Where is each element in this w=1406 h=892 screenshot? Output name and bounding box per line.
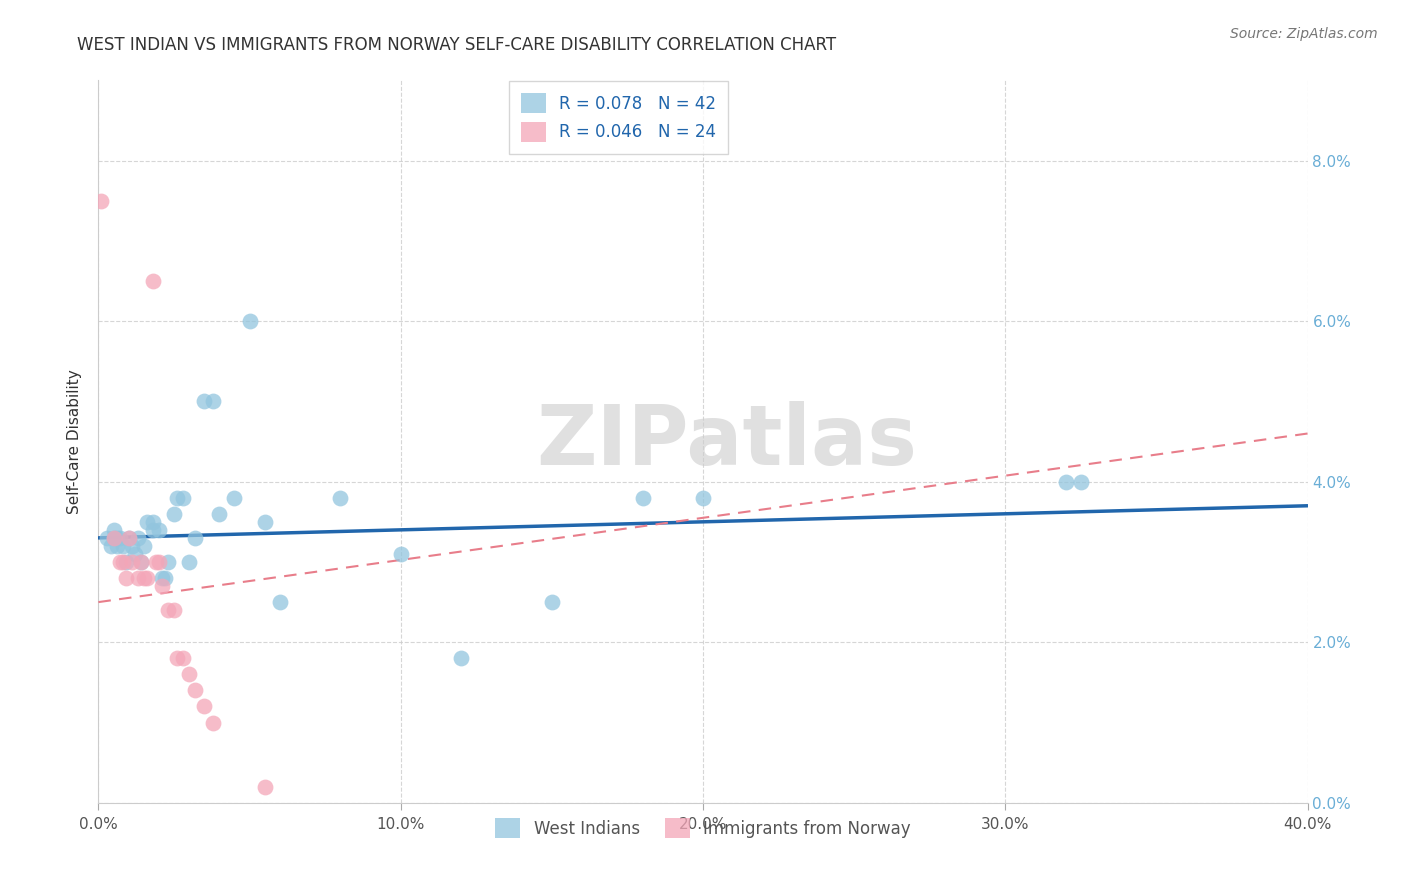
Point	[253, 515, 276, 529]
Point	[124, 547, 146, 561]
Point	[450, 651, 472, 665]
Point	[127, 531, 149, 545]
Point	[121, 539, 143, 553]
Point	[142, 523, 165, 537]
Point	[239, 314, 262, 328]
Point	[172, 491, 194, 505]
Point	[108, 555, 131, 569]
Point	[90, 194, 112, 208]
Point	[202, 394, 225, 409]
Point	[1054, 475, 1077, 489]
Point	[1070, 475, 1092, 489]
Point	[540, 595, 562, 609]
Point	[142, 274, 165, 288]
Point	[127, 571, 149, 585]
Point	[329, 491, 352, 505]
Point	[193, 394, 215, 409]
Point	[179, 667, 201, 681]
Point	[184, 531, 207, 545]
Point	[202, 715, 225, 730]
Point	[163, 603, 186, 617]
Point	[166, 651, 188, 665]
Point	[103, 531, 125, 545]
Point	[184, 683, 207, 698]
Point	[269, 595, 291, 609]
Point	[108, 531, 131, 545]
Point	[129, 555, 152, 569]
Text: WEST INDIAN VS IMMIGRANTS FROM NORWAY SELF-CARE DISABILITY CORRELATION CHART: WEST INDIAN VS IMMIGRANTS FROM NORWAY SE…	[77, 36, 837, 54]
Text: Source: ZipAtlas.com: Source: ZipAtlas.com	[1230, 27, 1378, 41]
Point	[135, 515, 157, 529]
Legend: West Indians, Immigrants from Norway: West Indians, Immigrants from Norway	[489, 812, 917, 845]
Point	[100, 539, 122, 553]
Point	[148, 523, 170, 537]
Point	[631, 491, 654, 505]
Point	[692, 491, 714, 505]
Point	[132, 571, 155, 585]
Point	[150, 579, 173, 593]
Point	[129, 555, 152, 569]
Point	[142, 515, 165, 529]
Point	[156, 603, 179, 617]
Point	[179, 555, 201, 569]
Point	[118, 531, 141, 545]
Point	[118, 531, 141, 545]
Point	[389, 547, 412, 561]
Point	[224, 491, 246, 505]
Point	[114, 571, 136, 585]
Y-axis label: Self-Care Disability: Self-Care Disability	[67, 369, 83, 514]
Text: ZIPatlas: ZIPatlas	[537, 401, 918, 482]
Point	[163, 507, 186, 521]
Point	[156, 555, 179, 569]
Point	[105, 539, 128, 553]
Point	[103, 523, 125, 537]
Point	[111, 555, 134, 569]
Point	[148, 555, 170, 569]
Point	[132, 539, 155, 553]
Point	[172, 651, 194, 665]
Point	[166, 491, 188, 505]
Point	[153, 571, 176, 585]
Point	[253, 780, 276, 794]
Point	[145, 555, 167, 569]
Point	[150, 571, 173, 585]
Point	[111, 539, 134, 553]
Point	[105, 531, 128, 545]
Point	[208, 507, 231, 521]
Point	[135, 571, 157, 585]
Point	[96, 531, 118, 545]
Point	[193, 699, 215, 714]
Point	[121, 555, 143, 569]
Point	[103, 531, 125, 545]
Point	[114, 555, 136, 569]
